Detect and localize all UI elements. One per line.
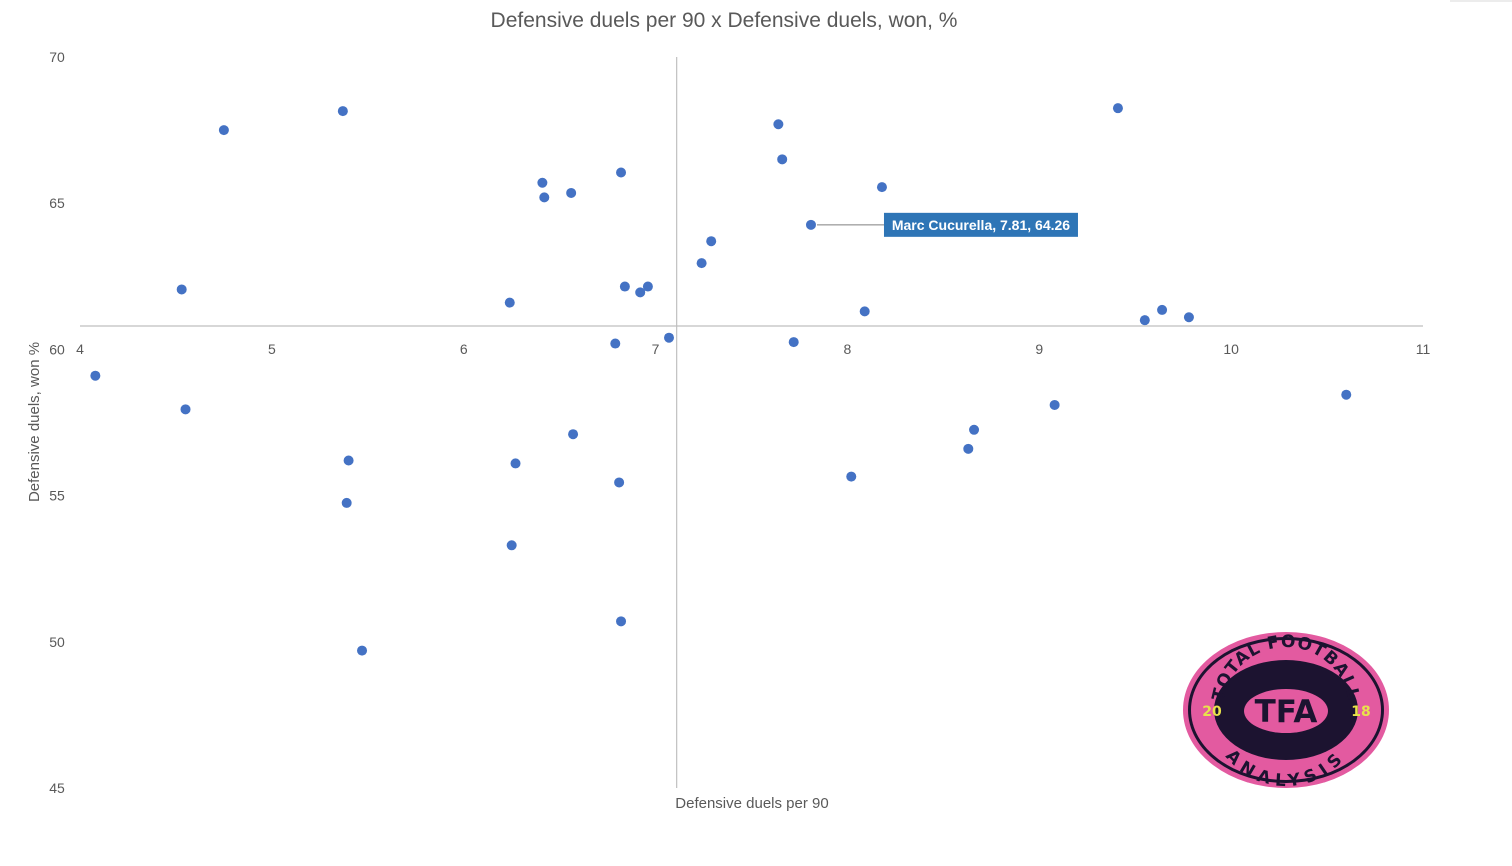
data-point[interactable] <box>788 337 799 348</box>
data-point[interactable] <box>876 182 887 193</box>
y-tick-label: 55 <box>49 488 65 504</box>
y-tick-label: 70 <box>49 49 65 65</box>
data-point[interactable] <box>504 297 515 308</box>
data-point[interactable] <box>341 497 352 508</box>
data-point[interactable] <box>706 236 717 247</box>
data-point[interactable] <box>1112 103 1123 114</box>
data-point[interactable] <box>610 338 621 349</box>
chart-title: Defensive duels per 90 x Defensive duels… <box>491 9 958 32</box>
data-point[interactable] <box>1139 315 1150 326</box>
data-point[interactable] <box>664 332 675 343</box>
logo-center-text: TFA <box>1255 694 1318 730</box>
logo-tfa-badge <box>1244 689 1328 733</box>
y-tick-label: 50 <box>49 634 65 650</box>
data-point[interactable] <box>616 616 627 627</box>
data-point[interactable] <box>357 645 368 656</box>
x-tick-label: 4 <box>76 341 84 357</box>
data-point[interactable] <box>566 187 577 198</box>
data-point[interactable] <box>537 177 548 188</box>
data-point[interactable] <box>969 424 980 435</box>
data-point[interactable] <box>696 258 707 269</box>
data-point[interactable] <box>859 306 870 317</box>
y-axis-title: Defensive duels, won % <box>26 342 43 502</box>
data-point[interactable] <box>1341 389 1352 400</box>
y-tick-label: 45 <box>49 780 65 796</box>
data-point[interactable] <box>176 284 187 295</box>
y-tick-label: 60 <box>49 341 65 357</box>
x-tick-label: 10 <box>1223 341 1239 357</box>
data-point[interactable] <box>506 540 517 551</box>
data-point[interactable] <box>90 370 101 381</box>
data-point[interactable] <box>180 404 191 415</box>
data-point[interactable] <box>337 106 348 117</box>
callout-label: Marc Cucurella, 7.81, 64.26 <box>892 217 1070 233</box>
data-point[interactable] <box>616 167 627 178</box>
data-point[interactable] <box>539 192 550 203</box>
data-point[interactable] <box>642 281 653 292</box>
logo-year-left: 20 <box>1202 704 1222 720</box>
x-tick-label: 8 <box>844 341 852 357</box>
data-point[interactable] <box>1157 304 1168 315</box>
data-point[interactable] <box>614 477 625 488</box>
data-point[interactable] <box>777 154 788 165</box>
data-point[interactable] <box>846 471 857 482</box>
callout-box <box>883 212 1078 237</box>
tfa-logo: TOTAL FOOTBALL ANALYSIS TFA 20 18 <box>1183 632 1389 792</box>
x-tick-label: 6 <box>460 341 468 357</box>
data-point[interactable] <box>619 281 630 292</box>
x-tick-label: 5 <box>268 341 276 357</box>
data-point[interactable] <box>805 219 816 230</box>
data-point[interactable] <box>773 119 784 130</box>
x-tick-label: 7 <box>652 341 660 357</box>
y-tick-labels: 45 50 55 60 65 70 <box>49 49 65 796</box>
data-callouts: Marc Cucurella, 7.81, 64.26 <box>816 212 1078 237</box>
axes <box>80 57 1423 788</box>
data-point[interactable] <box>568 429 579 440</box>
x-axis-title: Defensive duels per 90 <box>675 795 828 812</box>
data-point[interactable] <box>510 458 521 469</box>
data-points <box>90 103 1352 656</box>
data-point[interactable] <box>343 455 354 466</box>
logo-year-right: 18 <box>1351 704 1370 720</box>
y-tick-label: 65 <box>49 195 65 211</box>
data-point[interactable] <box>1183 312 1194 323</box>
data-point[interactable] <box>218 125 229 136</box>
x-tick-labels: 4 5 6 7 8 9 10 11 <box>76 341 1430 357</box>
data-point[interactable] <box>963 443 974 454</box>
x-tick-label: 11 <box>1416 341 1431 357</box>
data-point[interactable] <box>635 287 646 298</box>
x-tick-label: 9 <box>1035 341 1043 357</box>
data-point[interactable] <box>1049 399 1060 410</box>
